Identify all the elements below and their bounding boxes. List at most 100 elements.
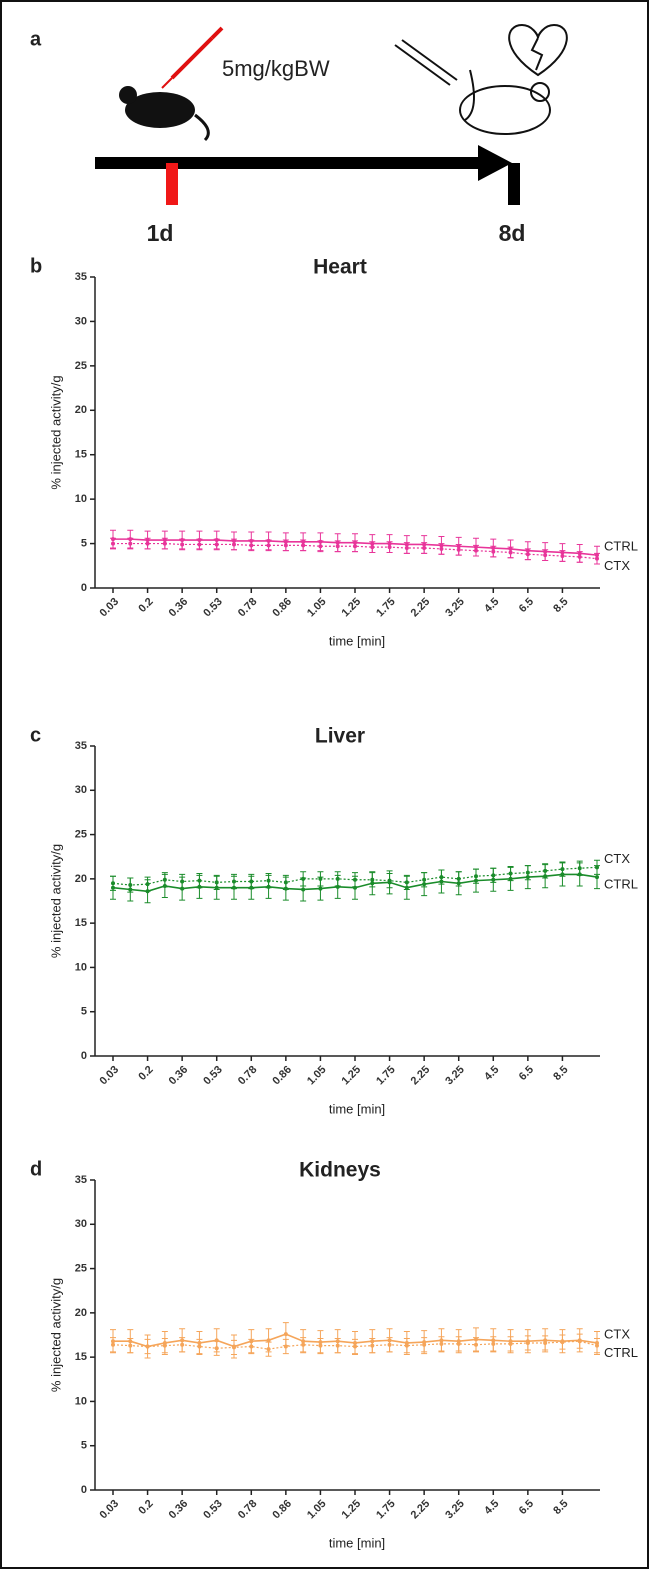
data-point: [197, 542, 202, 547]
data-point: [162, 541, 167, 546]
series-label: CTX: [604, 851, 630, 866]
x-tick-label: 0.2: [136, 596, 155, 615]
data-point: [232, 885, 236, 890]
x-tick-label: 8.5: [551, 1498, 570, 1517]
data-point: [266, 1347, 271, 1352]
data-point: [491, 549, 496, 554]
x-tick-label: 4.5: [482, 596, 501, 615]
data-point: [283, 886, 288, 891]
data-point: [577, 1339, 582, 1344]
y-tick-label: 25: [75, 1262, 87, 1274]
series-label: CTX: [604, 1326, 630, 1341]
data-point: [145, 541, 150, 546]
y-tick-label: 5: [81, 1440, 87, 1452]
data-point: [180, 1342, 185, 1347]
x-tick-label: 6.5: [517, 1498, 536, 1517]
data-point: [474, 1342, 478, 1347]
data-point: [283, 1332, 288, 1337]
data-point: [318, 886, 323, 891]
data-point: [111, 541, 115, 546]
series-line: [112, 1340, 598, 1350]
x-tick-label: 0.2: [136, 1064, 155, 1083]
data-point: [197, 1344, 202, 1349]
data-point: [335, 544, 340, 549]
data-point: [404, 1343, 409, 1348]
y-tick-label: 25: [75, 360, 87, 372]
data-point: [422, 546, 427, 551]
series-label: CTX: [604, 558, 630, 573]
data-point: [128, 541, 133, 546]
data-point: [525, 552, 530, 557]
x-tick-label: 2.25: [409, 596, 433, 620]
x-axis-label: time [min]: [329, 633, 385, 648]
data-point: [491, 1341, 496, 1346]
x-tick-label: 0.86: [270, 596, 294, 620]
x-tick-label: 0.53: [201, 1064, 225, 1088]
x-tick-label: 4.5: [482, 1498, 501, 1517]
x-tick-label: 2.25: [409, 1064, 433, 1088]
data-point: [577, 554, 582, 559]
data-point: [162, 1343, 167, 1348]
x-tick-label: 3.25: [443, 596, 467, 620]
data-point: [439, 879, 444, 884]
x-tick-label: 8.5: [551, 596, 570, 615]
day-end-marker: [508, 163, 520, 205]
dose-label: 5mg/kgBW: [222, 56, 330, 81]
x-tick-label: 1.05: [305, 1064, 329, 1088]
data-point: [301, 1342, 306, 1347]
data-point: [370, 545, 375, 550]
data-point: [508, 550, 513, 555]
y-tick-label: 30: [75, 1218, 87, 1230]
day-start-marker: [166, 163, 178, 205]
data-point: [595, 875, 599, 880]
panel-letter: a: [30, 28, 42, 50]
day-start-label: 1d: [147, 220, 174, 246]
series-line: [113, 542, 598, 560]
y-axis-label: % injected activity/g: [48, 375, 63, 489]
data-point: [249, 1344, 254, 1349]
chart-title: Kidneys: [299, 1159, 381, 1182]
x-tick-label: 1.25: [340, 1064, 364, 1088]
syringe-black: [394, 39, 458, 86]
x-axis-label: time [min]: [329, 1101, 385, 1116]
y-tick-label: 20: [75, 404, 87, 416]
y-tick-label: 30: [75, 315, 87, 327]
data-point: [232, 1345, 236, 1350]
x-tick-label: 0.03: [98, 1064, 122, 1088]
x-tick-label: 4.5: [482, 1064, 501, 1083]
x-tick-label: 1.75: [374, 1064, 398, 1088]
data-point: [266, 1338, 271, 1343]
data-point: [353, 885, 357, 890]
series-line: [112, 866, 598, 886]
x-tick-label: 0.78: [236, 1498, 260, 1522]
data-point: [595, 556, 599, 561]
x-tick-label: 0.36: [167, 1498, 191, 1522]
data-point: [543, 553, 548, 558]
panel-letter: d: [30, 1158, 42, 1180]
chart-title: Heart: [313, 256, 367, 279]
data-point: [111, 885, 115, 890]
x-tick-label: 0.2: [136, 1498, 155, 1517]
x-tick-label: 3.25: [443, 1064, 467, 1088]
y-tick-label: 5: [81, 1006, 87, 1018]
y-tick-label: 35: [75, 1174, 87, 1186]
data-point: [387, 545, 392, 550]
timeline-arrow: [478, 145, 512, 181]
x-tick-label: 8.5: [551, 1064, 570, 1083]
data-point: [439, 1341, 444, 1346]
x-tick-label: 0.78: [236, 596, 260, 620]
data-point: [318, 544, 323, 549]
y-tick-label: 15: [75, 449, 87, 461]
data-point: [404, 885, 409, 890]
data-point: [214, 1346, 219, 1351]
data-point: [283, 1344, 288, 1349]
chart-title: Liver: [315, 725, 365, 748]
data-point: [180, 542, 185, 547]
data-point: [283, 543, 288, 548]
y-axis-label: % injected activity/g: [48, 844, 63, 958]
data-point: [543, 874, 548, 879]
data-point: [370, 881, 375, 886]
y-tick-label: 15: [75, 917, 87, 929]
data-point: [197, 884, 202, 889]
data-point: [353, 1344, 357, 1349]
